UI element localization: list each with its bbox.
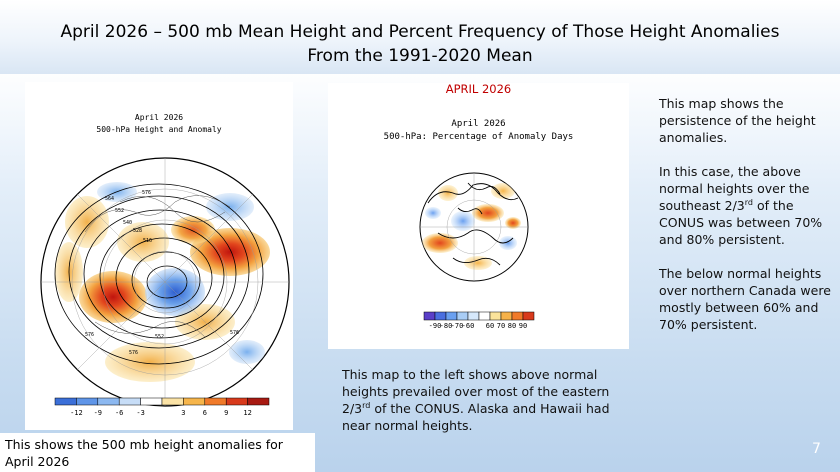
colorbar-tick-label: 9 <box>224 409 228 417</box>
colorbar-swatch <box>522 311 535 321</box>
right-text-line: persistence of the height <box>659 113 816 128</box>
right-text-line: over northern Canada were <box>659 283 831 298</box>
colorbar-swatch <box>140 397 163 406</box>
colorbar-tick-label: 6 <box>203 409 207 417</box>
center-caption: This map to the left shows above normal … <box>342 366 642 434</box>
height-anomaly-map: 576 564 552 540 528 516 552 576 576 576 … <box>40 157 290 417</box>
colorbar-tick-label: 12 <box>243 409 251 417</box>
left-caption: This shows the 500 mb height anomalies f… <box>0 433 315 472</box>
colorbar-swatch <box>478 311 491 321</box>
right-text-line: This map shows the <box>659 96 784 111</box>
right-text-line: southeast 2/3rd of the <box>659 197 834 214</box>
colorbar-swatch <box>467 311 480 321</box>
center-map-title-line1: April 2026 <box>451 119 506 129</box>
contour-label: 552 <box>115 208 124 214</box>
contour-label: 576 <box>142 190 151 196</box>
contour-label: 576 <box>230 330 239 336</box>
colorbar-swatch <box>500 311 513 321</box>
title-bar <box>0 0 840 74</box>
colorbar-swatch <box>225 397 248 406</box>
height-anomaly-map-panel: April 2026 500-hPa Height and Anomaly <box>25 82 293 430</box>
colorbar-tick-label: 60 <box>486 322 494 330</box>
colorbar-tick-label: -80 <box>440 322 453 330</box>
caption-sup: rd <box>362 400 371 410</box>
contour-label: 540 <box>123 220 132 226</box>
left-caption-line1: This shows the 500 mb height anomalies f… <box>5 437 283 452</box>
right-text-line: and 80% persistent. <box>659 232 785 247</box>
colorbar-swatch <box>456 311 469 321</box>
colorbar-swatch <box>97 397 120 406</box>
paragraph-gap <box>659 248 834 265</box>
anomaly-frequency-map-panel: APRIL 2026 April 2026 500-hPa: Percentag… <box>328 82 629 349</box>
colorbar-swatch <box>54 397 77 406</box>
colorbar-swatch <box>489 311 502 321</box>
right-text-line: normal heights over the <box>659 181 810 196</box>
paragraph-gap <box>659 146 834 163</box>
colorbar-swatch <box>511 311 524 321</box>
colorbar-swatch <box>183 397 206 406</box>
center-map-title-line2: 500-hPa: Percentage of Anomaly Days <box>383 132 574 142</box>
right-text-sup: rd <box>744 197 753 207</box>
left-map-title-line1: April 2026 <box>134 113 184 122</box>
right-text-line: The below normal heights <box>659 266 822 281</box>
colorbar-tick-label: 80 <box>508 322 516 330</box>
contour-label: 576 <box>85 332 94 338</box>
colorbar-swatch <box>161 397 184 406</box>
center-caption-line1: This map to the left shows above normal <box>342 367 598 382</box>
colorbar-swatch <box>445 311 458 321</box>
colorbar-tick-label: -12 <box>70 409 83 417</box>
center-caption-line2: heights prevailed over most of the easte… <box>342 384 610 399</box>
right-text: of the <box>753 198 794 213</box>
colorbar-tick-label: 90 <box>519 322 527 330</box>
colorbar-tick-label: 3 <box>181 409 185 417</box>
right-text-line: 70% persistent. <box>659 317 758 332</box>
right-description: This map shows the persistence of the he… <box>659 95 834 333</box>
contour-label: 528 <box>133 228 142 234</box>
colorbar-tick-label: -3 <box>136 409 144 417</box>
right-text-line: CONUS was between 70% <box>659 215 823 230</box>
contour-label: 516 <box>143 238 152 244</box>
caption-text: of the CONUS. Alaska and Hawaii had <box>370 401 610 416</box>
colorbar-tick-label: 70 <box>497 322 505 330</box>
colorbar-swatch <box>247 397 270 406</box>
colorbar-tick-label: -60 <box>462 322 475 330</box>
contour-label: 552 <box>155 334 164 340</box>
right-text-line: anomalies. <box>659 130 728 145</box>
colorbar-tick-label: -6 <box>115 409 123 417</box>
colorbar-tick-label: -90 <box>429 322 442 330</box>
colorbar-tick-label: -9 <box>94 409 102 417</box>
colorbar-swatch <box>423 311 436 321</box>
left-map-title-line2: 500-hPa Height and Anomaly <box>96 125 222 134</box>
colorbar-swatch <box>204 397 227 406</box>
left-colorbar: -12 -9 -6 -3 3 6 9 12 <box>54 397 270 417</box>
colorbar-swatch <box>118 397 141 406</box>
center-map-heading: APRIL 2026 <box>445 82 512 96</box>
contour-label: 576 <box>129 350 138 356</box>
colorbar-swatch <box>76 397 99 406</box>
right-text: southeast 2/3 <box>659 198 745 213</box>
colorbar-tick-label: -70 <box>451 322 464 330</box>
caption-text: 2/3 <box>342 401 363 416</box>
slide-title-line1: April 2026 – 500 mb Mean Height and Perc… <box>60 22 780 42</box>
center-colorbar: -90-80-70-60 60 70 80 90 <box>423 311 535 330</box>
left-caption-line2: April 2026 <box>5 454 70 469</box>
anomaly-frequency-map: -90-80-70-60 60 70 80 90 <box>419 172 535 330</box>
page-number: 7 <box>812 441 821 457</box>
right-text-line: mostly between 60% and <box>659 300 819 315</box>
center-caption-line4: near normal heights. <box>342 418 473 433</box>
slide-title-line2: From the 1991-2020 Mean <box>307 46 533 66</box>
contour-label: 564 <box>105 196 114 202</box>
colorbar-swatch <box>434 311 447 321</box>
center-caption-line3: 2/3rd of the CONUS. Alaska and Hawaii ha… <box>342 400 642 417</box>
right-text-line: In this case, the above <box>659 164 801 179</box>
